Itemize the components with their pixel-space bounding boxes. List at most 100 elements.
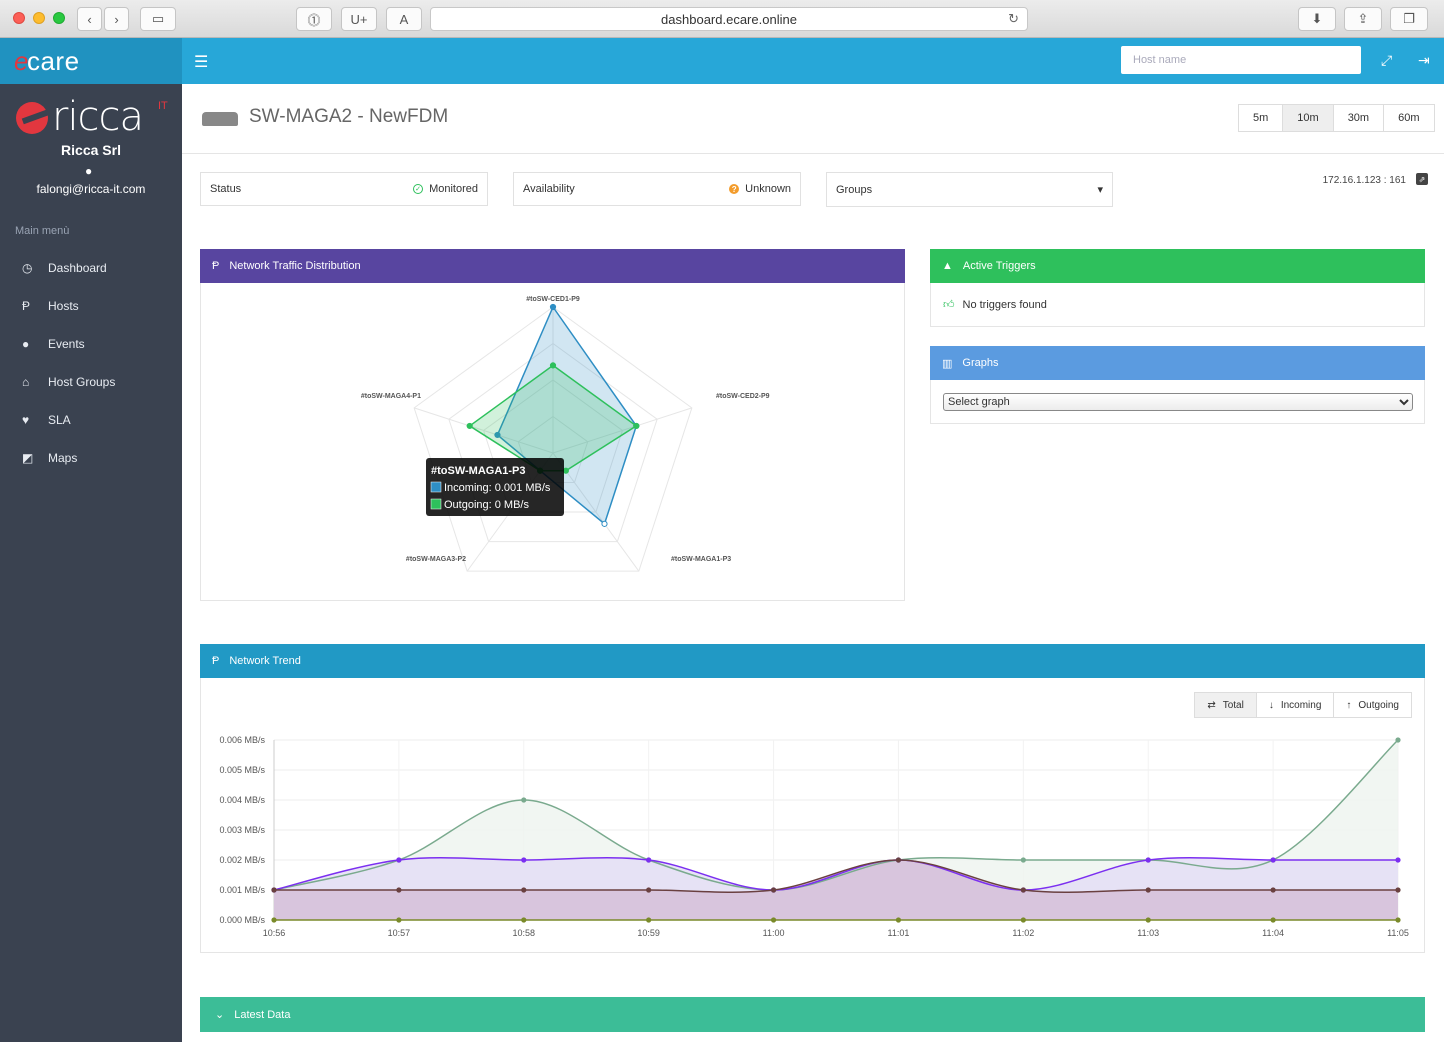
trend-point <box>895 857 902 863</box>
trend-point <box>1145 887 1151 893</box>
main-menu: ◷ Dashboard Ᵽ Hosts ● Events ⌂ Host Groups ♥… <box>0 249 182 477</box>
radar-tooltip-incoming: Incoming: 0.001 MB/s <box>444 482 551 494</box>
radar-point <box>601 520 608 527</box>
range-60m-button[interactable]: 60m <box>1383 104 1435 132</box>
share-icon[interactable]: ⇪ <box>1344 7 1382 31</box>
radar-axis-label: #toSW-CED1-P9 <box>526 296 580 303</box>
trend-point <box>646 887 652 893</box>
share-square-icon[interactable]: ⇗ <box>1416 173 1428 185</box>
trend-y-tick: 0.006 MB/s <box>219 735 265 745</box>
extension-u-button[interactable]: U+ <box>341 7 377 31</box>
download-icon[interactable]: ⬇ <box>1298 7 1336 31</box>
incoming-button[interactable]: ↓ Incoming <box>1255 692 1335 718</box>
reload-icon[interactable]: ↻ <box>1008 11 1019 26</box>
range-5m-button[interactable]: 5m <box>1238 104 1284 132</box>
latest-data-header[interactable]: ⌄ Latest Data <box>200 997 1425 1032</box>
groups-dropdown[interactable]: Groups ▾ <box>826 172 1113 207</box>
active-triggers-title: Active Triggers <box>962 260 1036 272</box>
sidebar-item-maps[interactable]: ◩ Maps <box>0 439 182 477</box>
network-traffic-title: Network Traffic Distribution <box>229 260 361 272</box>
menu-heading: Main menù <box>15 225 70 237</box>
angular-extension-icon[interactable]: A <box>386 7 422 31</box>
minimize-window-button[interactable] <box>33 12 45 24</box>
app-brand[interactable]: e care <box>0 38 182 84</box>
radar-grid-ring <box>413 306 693 572</box>
thumbs-up-icon: 👍︎ <box>943 299 955 311</box>
trend-line-1 <box>273 857 1399 891</box>
trend-x-tick: 11:03 <box>1137 928 1159 938</box>
sidebar-item-host-groups[interactable]: ⌂ Host Groups <box>0 363 182 401</box>
brand-prefix: e <box>14 45 29 76</box>
company-logo: ricca IT <box>16 94 168 140</box>
events-icon: ● <box>22 337 30 351</box>
sidebar-item-sla[interactable]: ♥ SLA <box>0 401 182 439</box>
close-window-button[interactable] <box>13 12 25 24</box>
latest-data-title: Latest Data <box>234 1008 291 1021</box>
address-bar[interactable]: dashboard.ecare.online ↻ <box>430 7 1028 31</box>
fullscreen-icon[interactable]: ⤢ <box>1381 52 1393 68</box>
select-graph-dropdown[interactable]: Select graph <box>943 393 1413 411</box>
range-10m-button[interactable]: 10m <box>1282 104 1334 132</box>
check-circle-icon: ✓ <box>413 184 424 194</box>
trend-point <box>521 917 527 923</box>
outgoing-button[interactable]: ↑ Outgoing <box>1333 692 1412 718</box>
trend-point <box>1270 917 1276 923</box>
tabs-icon[interactable]: ❐ <box>1390 7 1428 31</box>
radar-chart: #toSW-CED1-P9 #toSW-CED2-P9 #toSW-MAGA1-P3… <box>361 296 770 572</box>
trend-line-0 <box>273 739 1399 891</box>
sidebar-item-label: Host Groups <box>48 375 116 389</box>
range-30m-button[interactable]: 30m <box>1332 104 1385 132</box>
latest-data-panel[interactable]: ⌄ Latest Data <box>200 997 1425 1032</box>
chevron-down-icon: ⌄ <box>215 1009 225 1021</box>
graphs-body: Select graph <box>930 380 1425 424</box>
page-title: SW-MAGA2 - NewFDM <box>249 106 449 127</box>
sidebar-toggle-icon[interactable]: ▭ <box>140 7 176 31</box>
warning-icon: ▲ <box>942 260 953 272</box>
trend-point <box>1270 887 1276 893</box>
trend-x-tick: 10:58 <box>513 928 536 938</box>
trend-point <box>521 887 527 893</box>
sidebar-item-hosts[interactable]: Ᵽ Hosts <box>0 287 182 325</box>
sidebar-item-label: Hosts <box>48 299 79 313</box>
back-icon[interactable]: ‹ <box>77 7 102 31</box>
trend-point <box>396 887 402 893</box>
trend-mode-selector: ⇄ Total ↓ Incoming ↑ Outgoing <box>1194 692 1412 718</box>
logout-icon[interactable]: ⇥ <box>1418 52 1430 68</box>
trend-y-tick: 0.003 MB/s <box>219 825 265 835</box>
trend-point <box>770 917 777 923</box>
bar-chart-icon: ▥ <box>942 357 953 370</box>
menu-toggle-icon[interactable]: ☰ <box>194 54 209 71</box>
network-traffic-header: Ᵽ Network Traffic Distribution <box>200 249 905 283</box>
sidebar-item-events[interactable]: ● Events <box>0 325 182 363</box>
graphs-header: ▥ Graphs <box>930 346 1425 380</box>
trend-chart: 0.000 MB/s 0.001 MB/s 0.002 MB/s 0.003 MB/s… <box>219 735 1408 938</box>
availability-box: Availability ? Unknown <box>513 172 801 206</box>
sidebar-item-label: Events <box>48 337 85 351</box>
maximize-window-button[interactable] <box>53 12 65 24</box>
trend-point <box>1395 917 1401 923</box>
password-icon[interactable]: ⓵ <box>296 7 332 31</box>
trend-point <box>396 857 402 863</box>
share-icon: ◩ <box>22 451 34 465</box>
sitemap-icon: ⌂ <box>22 375 30 389</box>
sidebar-item-dashboard[interactable]: ◷ Dashboard <box>0 249 182 287</box>
logo-text: ricca <box>52 94 144 140</box>
forward-icon[interactable]: › <box>104 7 129 31</box>
trend-point <box>770 887 777 893</box>
network-traffic-body: #toSW-CED1-P9 #toSW-CED2-P9 #toSW-MAGA1-P3… <box>200 283 905 601</box>
radar-grid-ring <box>448 342 658 543</box>
trend-point <box>1395 887 1401 893</box>
host-name-search-input[interactable] <box>1121 46 1361 74</box>
hosts-icon: Ᵽ <box>22 299 31 313</box>
trend-point <box>1020 857 1026 863</box>
trend-point <box>1020 917 1026 923</box>
browser-toolbar: ‹ › ▭ ⓵ U+ A dashboard.ecare.online ↻ ⬇ … <box>0 0 1444 38</box>
network-trend-title: Network Trend <box>229 655 301 667</box>
time-range-selector: 5m 10m 30m 60m <box>1238 104 1435 132</box>
radar-point <box>562 467 569 474</box>
active-triggers-body: 👍︎ No triggers found <box>930 283 1425 327</box>
network-trend-panel: Ᵽ Network Trend ⇄ Total ↓ Incoming ↑ Outgoi… <box>200 644 1425 953</box>
sidebar: ricca IT Ricca Srl ● falongi@ricca-it.co… <box>0 84 182 1042</box>
radar-tooltip-bg <box>426 458 564 516</box>
trend-x-tick: 11:04 <box>1262 928 1284 938</box>
